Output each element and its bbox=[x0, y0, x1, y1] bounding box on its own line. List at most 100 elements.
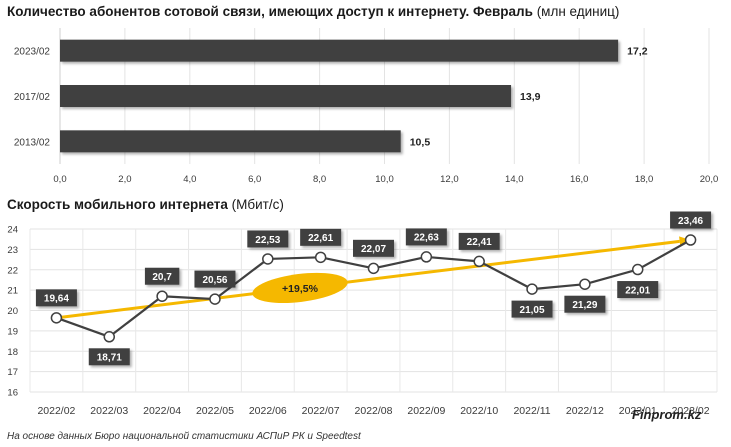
speed-data-label-text: 18,71 bbox=[97, 353, 122, 364]
bar-chart-title-unit: (млн единиц) bbox=[536, 4, 620, 19]
speed-data-label: 19,64 bbox=[35, 289, 77, 307]
bar-value-label: 13,9 bbox=[520, 91, 541, 103]
line-chart-title-main: Скорость мобильного интернета bbox=[7, 197, 228, 212]
speed-data-label-text: 22,01 bbox=[625, 285, 650, 296]
bar-2017-02 bbox=[60, 85, 512, 107]
line-y-tick-label: 21 bbox=[7, 286, 18, 297]
speed-data-label-text: 21,29 bbox=[572, 300, 597, 311]
trend-arrow-line bbox=[56, 239, 680, 320]
speed-point-marker bbox=[262, 253, 274, 265]
speed-data-label-text: 22,07 bbox=[361, 244, 386, 255]
line-x-tick-label: 2022/10 bbox=[460, 405, 498, 417]
bar-x-tick-label: 16,0 bbox=[570, 174, 589, 185]
bar-category-label: 2023/02 bbox=[14, 47, 51, 58]
trend-label-text: +19,5% bbox=[282, 283, 319, 295]
line-x-tick-label: 2022/04 bbox=[143, 405, 181, 417]
bar-2023-02 bbox=[60, 39, 619, 62]
line-x-tick-label: 2023/02 bbox=[672, 405, 710, 417]
speed-point-marker bbox=[103, 331, 116, 343]
speed-data-label-text: 22,53 bbox=[255, 235, 280, 246]
bar-2013-02 bbox=[60, 130, 401, 153]
bar-chart-title-main: Количество абонентов сотовой связи, имею… bbox=[7, 4, 533, 19]
speed-data-label: 22,41 bbox=[458, 232, 500, 250]
speed-point-marker bbox=[684, 234, 697, 246]
speed-data-label-box bbox=[300, 228, 342, 246]
bar-x-tick-label: 4,0 bbox=[183, 174, 196, 185]
bar-x-tick-label: 20,0 bbox=[700, 174, 719, 185]
line-y-tick-label: 19 bbox=[7, 326, 18, 337]
trend-label-badge bbox=[252, 272, 348, 304]
bar-x-tick-label: 8,0 bbox=[313, 174, 326, 185]
speed-data-label: 22,01 bbox=[617, 281, 659, 299]
bar-chart-title: Количество абонентов сотовой связи, имею… bbox=[7, 4, 619, 19]
brand-watermark: Finprom.kz bbox=[632, 407, 702, 422]
bar-x-tick-label: 0,0 bbox=[53, 174, 66, 185]
line-x-tick-label: 2023/01 bbox=[619, 405, 657, 417]
speed-point-marker bbox=[367, 262, 380, 275]
bar-x-tick-label: 18,0 bbox=[635, 174, 654, 185]
speed-data-label-text: 21,05 bbox=[520, 305, 545, 316]
speed-data-label-box bbox=[88, 348, 130, 366]
speed-point-marker bbox=[631, 263, 644, 276]
line-x-tick-label: 2022/05 bbox=[196, 405, 234, 417]
bar-x-tick-label: 10,0 bbox=[375, 174, 394, 185]
speed-data-label: 22,07 bbox=[353, 239, 394, 257]
line-chart-title: Скорость мобильного интернета (Мбит/с) bbox=[7, 197, 284, 212]
bar-x-tick-label: 2,0 bbox=[118, 174, 131, 185]
line-x-tick-label: 2022/03 bbox=[90, 405, 128, 417]
speed-data-label-box bbox=[353, 239, 394, 257]
source-note: На основе данных Бюро национальной стати… bbox=[7, 431, 361, 442]
speed-data-label: 21,29 bbox=[564, 295, 606, 313]
line-y-tick-label: 23 bbox=[7, 245, 18, 256]
speed-point-marker bbox=[156, 290, 168, 302]
speed-data-label: 20,7 bbox=[144, 267, 180, 285]
speed-data-label-text: 22,41 bbox=[467, 237, 492, 248]
speed-data-label-box bbox=[670, 211, 712, 229]
speed-data-label-box bbox=[247, 230, 289, 248]
speed-data-label-text: 22,61 bbox=[308, 233, 333, 244]
line-x-tick-label: 2022/09 bbox=[407, 405, 445, 417]
line-y-tick-label: 18 bbox=[7, 347, 18, 358]
line-y-tick-label: 20 bbox=[7, 306, 18, 317]
bar-x-tick-label: 6,0 bbox=[248, 174, 261, 185]
speed-data-label-box bbox=[35, 289, 77, 307]
line-chart-title-unit: (Мбит/с) bbox=[231, 197, 284, 212]
line-y-tick-label: 17 bbox=[7, 367, 18, 378]
line-x-tick-label: 2022/02 bbox=[37, 405, 75, 417]
bar-x-tick-label: 12,0 bbox=[440, 174, 459, 185]
speed-data-label-box bbox=[194, 270, 236, 288]
bar-x-tick-label: 14,0 bbox=[505, 174, 524, 185]
speed-data-label: 22,63 bbox=[405, 228, 447, 246]
line-x-tick-label: 2022/06 bbox=[249, 405, 287, 417]
speed-data-label-box bbox=[617, 281, 659, 299]
speed-data-label: 22,61 bbox=[300, 228, 342, 246]
speed-data-label-box bbox=[405, 228, 447, 246]
speed-data-label: 18,71 bbox=[88, 348, 130, 366]
speed-point-marker bbox=[473, 255, 485, 268]
speed-point-marker bbox=[209, 293, 221, 305]
line-y-tick-label: 16 bbox=[7, 388, 18, 399]
speed-data-label-box bbox=[458, 232, 500, 250]
speed-data-label-box bbox=[511, 300, 553, 318]
line-x-tick-label: 2022/11 bbox=[513, 405, 550, 417]
speed-point-marker bbox=[50, 312, 63, 324]
speed-data-label-box bbox=[564, 295, 606, 313]
bar-category-label: 2017/02 bbox=[14, 92, 51, 103]
speed-data-label-text: 23,46 bbox=[678, 216, 703, 227]
speed-data-label: 20,56 bbox=[194, 270, 236, 288]
speed-data-label: 23,46 bbox=[670, 211, 712, 229]
bar-value-label: 10,5 bbox=[410, 136, 431, 148]
line-y-tick-label: 22 bbox=[7, 265, 18, 276]
speed-data-label: 22,53 bbox=[247, 230, 289, 248]
speed-data-label-text: 20,7 bbox=[152, 272, 172, 283]
line-x-tick-label: 2022/12 bbox=[566, 405, 604, 417]
line-x-tick-label: 2022/08 bbox=[355, 405, 393, 417]
speed-point-marker bbox=[526, 283, 538, 295]
speed-data-label: 21,05 bbox=[511, 300, 553, 318]
speed-point-marker bbox=[579, 278, 591, 290]
speed-data-label-text: 22,63 bbox=[414, 233, 439, 244]
speed-data-label-box bbox=[144, 267, 180, 285]
speed-data-label-text: 20,56 bbox=[202, 275, 227, 286]
speed-point-marker bbox=[314, 251, 327, 264]
